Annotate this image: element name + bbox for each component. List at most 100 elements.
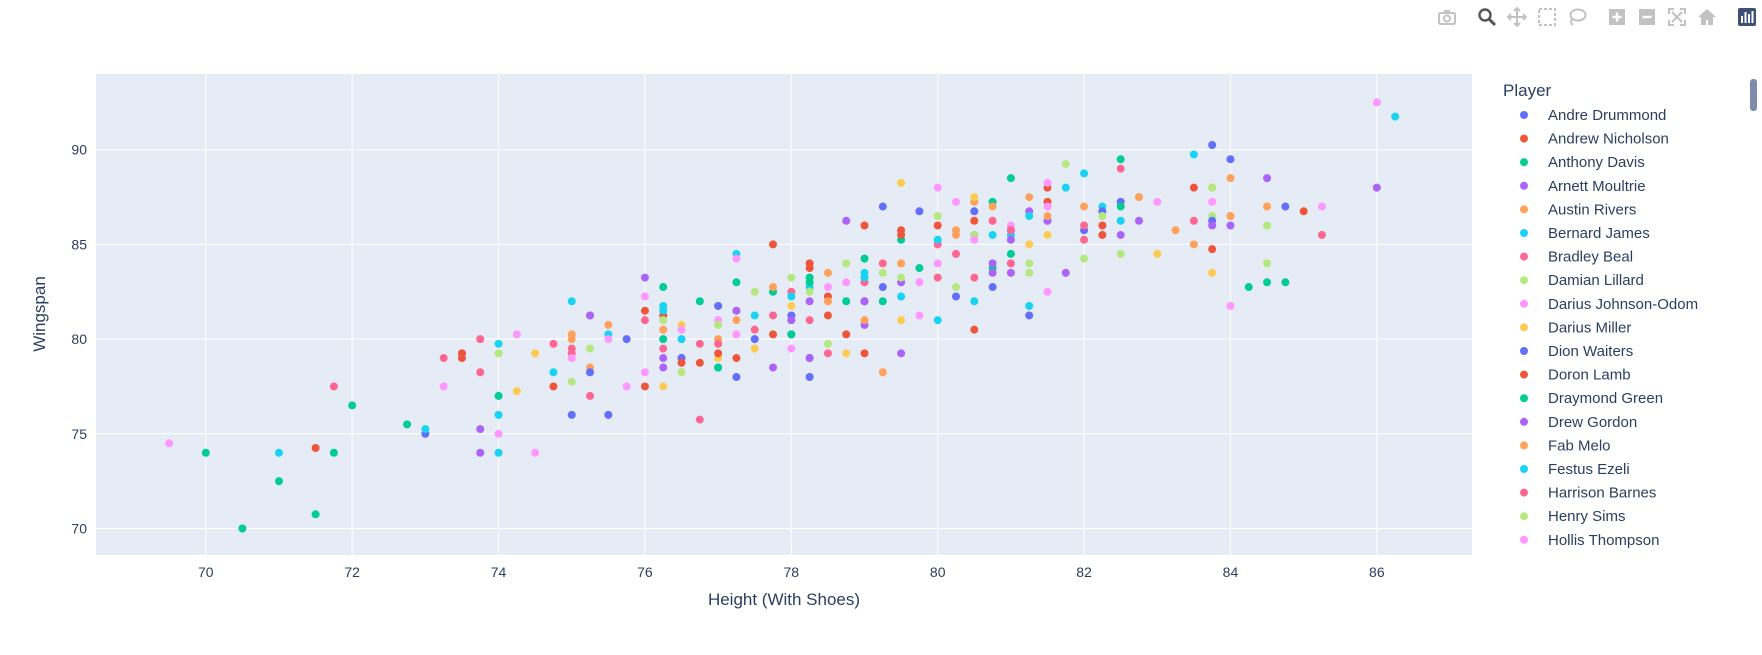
scatter-point[interactable] <box>805 287 814 296</box>
scatter-point[interactable] <box>567 330 576 339</box>
scatter-point[interactable] <box>1006 249 1015 258</box>
scatter-point[interactable] <box>787 330 796 339</box>
scatter-point[interactable] <box>897 316 906 325</box>
scatter-point[interactable] <box>586 311 595 320</box>
reset-axes-icon[interactable] <box>1692 4 1722 30</box>
scatter-point[interactable] <box>695 415 704 424</box>
scatter-point[interactable] <box>1043 230 1052 239</box>
scatter-point[interactable] <box>915 278 924 287</box>
scatter-point[interactable] <box>933 235 942 244</box>
scatter-point[interactable] <box>1098 212 1107 221</box>
scatter-point[interactable] <box>329 448 338 457</box>
scatter-point[interactable] <box>787 301 796 310</box>
legend-item[interactable]: Festus Ezeli <box>1520 461 1630 478</box>
scatter-point[interactable] <box>1116 230 1125 239</box>
scatter-point[interactable] <box>494 429 503 438</box>
scatter-point[interactable] <box>842 278 851 287</box>
scatter-point[interactable] <box>823 339 832 348</box>
scatter-point[interactable] <box>970 325 979 334</box>
scatter-point[interactable] <box>1189 183 1198 192</box>
scatter-point[interactable] <box>677 335 686 344</box>
scatter-point[interactable] <box>659 325 668 334</box>
scatter-point[interactable] <box>769 283 778 292</box>
scatter-point[interactable] <box>933 183 942 192</box>
scatter-point[interactable] <box>1025 268 1034 277</box>
scatter-point[interactable] <box>933 316 942 325</box>
scatter-point[interactable] <box>714 320 723 329</box>
scatter-point[interactable] <box>1226 155 1235 164</box>
scatter-point[interactable] <box>586 344 595 353</box>
scatter-point[interactable] <box>750 344 759 353</box>
scatter-point[interactable] <box>1208 245 1217 254</box>
scatter-point[interactable] <box>915 207 924 216</box>
scatter-point[interactable] <box>915 311 924 320</box>
scatter-point[interactable] <box>897 292 906 301</box>
scatter-point[interactable] <box>732 306 741 315</box>
legend-item[interactable]: Damian Lillard <box>1520 272 1644 289</box>
scatter-point[interactable] <box>823 297 832 306</box>
scatter-point[interactable] <box>1263 278 1272 287</box>
scatter-point[interactable] <box>860 297 869 306</box>
scatter-point[interactable] <box>1043 178 1052 187</box>
scatter-point[interactable] <box>476 448 485 457</box>
scatter-point[interactable] <box>695 297 704 306</box>
scatter-point[interactable] <box>952 249 960 258</box>
scatter-point[interactable] <box>311 444 320 453</box>
scatter-point[interactable] <box>659 335 668 344</box>
scatter-point[interactable] <box>1025 240 1034 249</box>
scatter-point[interactable] <box>1208 197 1217 206</box>
zoom-out-icon[interactable] <box>1632 4 1662 30</box>
legend-item[interactable]: Drew Gordon <box>1520 414 1637 431</box>
scatter-point[interactable] <box>348 401 357 410</box>
scatter-point[interactable] <box>1061 268 1070 277</box>
scatter-point[interactable] <box>1171 226 1180 235</box>
scatter-point[interactable] <box>1116 155 1125 164</box>
scatter-point[interactable] <box>714 339 723 348</box>
legend-item[interactable]: Dion Waiters <box>1520 343 1633 360</box>
scatter-point[interactable] <box>823 311 832 320</box>
zoom-in-icon[interactable] <box>1602 4 1632 30</box>
scatter-point[interactable] <box>878 297 887 306</box>
scatter-point[interactable] <box>238 524 247 533</box>
box-select-icon[interactable] <box>1532 4 1562 30</box>
scatter-point[interactable] <box>988 268 997 277</box>
scatter-point[interactable] <box>1080 235 1089 244</box>
scatter-point[interactable] <box>677 368 686 377</box>
scatter-point[interactable] <box>1134 216 1143 225</box>
scatter-point[interactable] <box>274 477 283 486</box>
scatter-point[interactable] <box>878 202 887 211</box>
scatter-point[interactable] <box>1226 221 1235 230</box>
scatter-point[interactable] <box>1061 159 1070 168</box>
scatter-point[interactable] <box>1080 254 1089 263</box>
scatter-point[interactable] <box>476 368 485 377</box>
scatter-point[interactable] <box>1226 174 1235 183</box>
scatter-point[interactable] <box>988 202 997 211</box>
scatter-point[interactable] <box>659 354 668 363</box>
scatter-point[interactable] <box>531 448 540 457</box>
scatter-point[interactable] <box>860 316 869 325</box>
scatter-point[interactable] <box>512 387 521 396</box>
scatter-point[interactable] <box>494 391 503 400</box>
scatter-point[interactable] <box>897 178 906 187</box>
scatter-point[interactable] <box>970 273 979 282</box>
scatter-point[interactable] <box>659 283 668 292</box>
scatter-point[interactable] <box>494 339 503 348</box>
scatter-point[interactable] <box>567 410 576 419</box>
scatter-point[interactable] <box>1263 221 1272 230</box>
scatter-point[interactable] <box>494 410 503 419</box>
scatter-point[interactable] <box>823 283 832 292</box>
zoom-icon[interactable] <box>1472 4 1502 30</box>
scatter-point[interactable] <box>659 316 668 325</box>
legend-item[interactable]: Darius Johnson-Odom <box>1520 296 1698 313</box>
scatter-point[interactable] <box>805 354 814 363</box>
scatter-point[interactable] <box>1281 278 1290 287</box>
scatter-point[interactable] <box>769 311 778 320</box>
scatter-point[interactable] <box>970 297 979 306</box>
legend-item[interactable]: Austin Rivers <box>1520 201 1636 218</box>
scatter-point[interactable] <box>311 510 320 519</box>
scatter-point[interactable] <box>1006 259 1015 268</box>
scatter-point[interactable] <box>1025 311 1034 320</box>
scatter-point[interactable] <box>695 339 704 348</box>
scatter-point[interactable] <box>1116 249 1125 258</box>
legend-item[interactable]: Bradley Beal <box>1520 249 1633 266</box>
